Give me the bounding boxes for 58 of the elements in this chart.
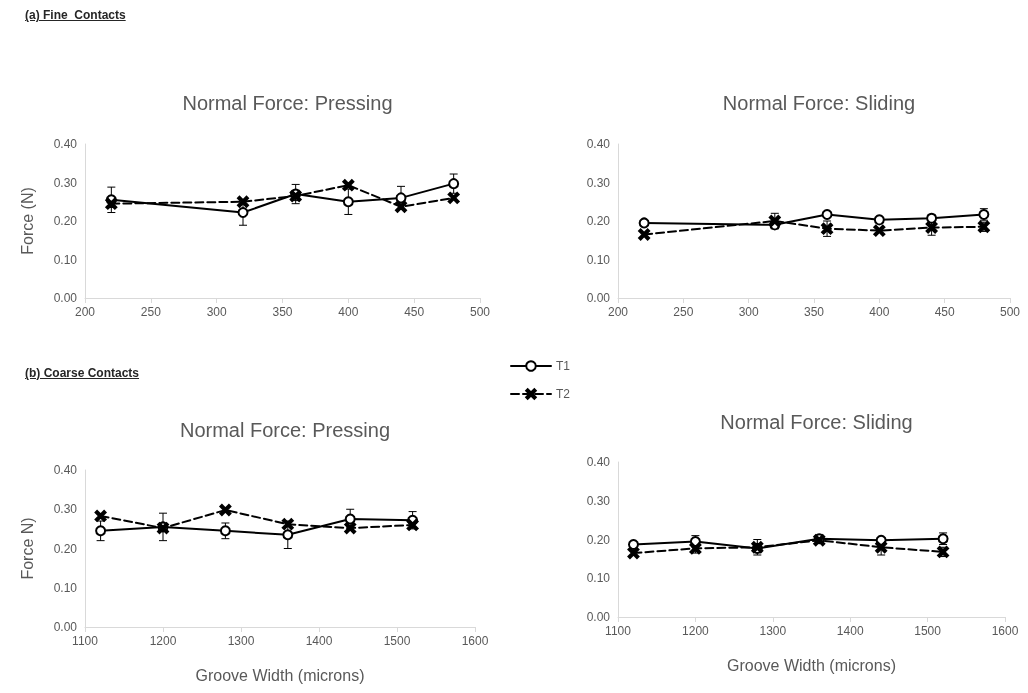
- x-tick-label: 1200: [682, 624, 710, 638]
- x-tick-label: 400: [869, 305, 890, 319]
- x-tick-label: 1100: [72, 634, 99, 648]
- x-tick-label: 1500: [383, 634, 411, 648]
- y-axis-title: Force N): [18, 517, 36, 580]
- y-axis-title: Force (N): [18, 187, 36, 255]
- y-tick-label: 0.00: [53, 291, 78, 305]
- x-tick-label: 250: [140, 305, 162, 319]
- y-tick-label: 0.30: [53, 175, 78, 190]
- x-tick-label: 350: [803, 305, 825, 319]
- y-tick-label: 0.00: [586, 610, 611, 624]
- y-tick-label: 0.40: [586, 455, 611, 469]
- y-tick-label: 0.30: [586, 175, 611, 190]
- x-tick-label: 450: [934, 305, 955, 319]
- x-tick-label: 1200: [149, 634, 177, 648]
- x-tick-label: 450: [404, 305, 425, 319]
- y-tick-label: 0.10: [586, 252, 611, 267]
- y-tick-label: 0.00: [586, 291, 611, 305]
- chart-title: Normal Force: Sliding: [720, 411, 913, 433]
- x-tick-label: 1100: [605, 624, 632, 638]
- y-tick-label: 0.20: [586, 214, 611, 228]
- x-tick-label: 300: [738, 305, 759, 319]
- x-tick-label: 500: [469, 305, 491, 319]
- x-tick-label: 1600: [991, 624, 1019, 638]
- x-tick-label: 1600: [461, 634, 489, 648]
- legend-label: T2: [556, 387, 571, 401]
- x-tick-label: 1300: [227, 634, 255, 648]
- y-tick-label: 0.30: [586, 493, 611, 508]
- y-tick-label: 0.10: [53, 252, 78, 267]
- x-axis-title: Groove Width (microns): [727, 656, 896, 674]
- y-tick-label: 0.20: [586, 532, 611, 547]
- x-tick-label: 200: [74, 305, 96, 319]
- x-tick-label: 1300: [759, 624, 787, 638]
- y-tick-label: 0.20: [53, 214, 78, 228]
- text: (a) Fine Contacts: [25, 8, 126, 22]
- y-tick-label: 0.40: [53, 463, 78, 477]
- x-tick-label: 1400: [305, 634, 333, 648]
- y-tick-label: 0.40: [53, 137, 78, 151]
- chart-title: Normal Force: Pressing: [182, 92, 393, 114]
- x-tick-label: 250: [673, 305, 694, 319]
- x-tick-label: 300: [206, 305, 227, 319]
- x-tick-label: 500: [999, 305, 1021, 319]
- y-tick-label: 0.10: [53, 580, 78, 595]
- y-tick-label: 0.30: [53, 502, 78, 517]
- x-tick-label: 400: [338, 305, 359, 319]
- x-tick-label: 1400: [836, 624, 864, 638]
- x-axis-title: Groove Width (microns): [195, 666, 365, 684]
- y-tick-label: 0.00: [53, 620, 78, 634]
- chart-title: Normal Force: Pressing: [179, 419, 391, 441]
- y-tick-label: 0.40: [586, 137, 611, 151]
- text: (b) Coarse Contacts: [25, 366, 140, 380]
- y-tick-label: 0.10: [586, 571, 611, 586]
- chart-title: Normal Force: Sliding: [722, 92, 916, 114]
- x-tick-label: 1500: [914, 624, 942, 638]
- y-tick-label: 0.20: [53, 541, 78, 556]
- x-tick-label: 350: [272, 305, 293, 319]
- legend-label: T1: [556, 359, 571, 373]
- x-tick-label: 200: [607, 305, 629, 319]
